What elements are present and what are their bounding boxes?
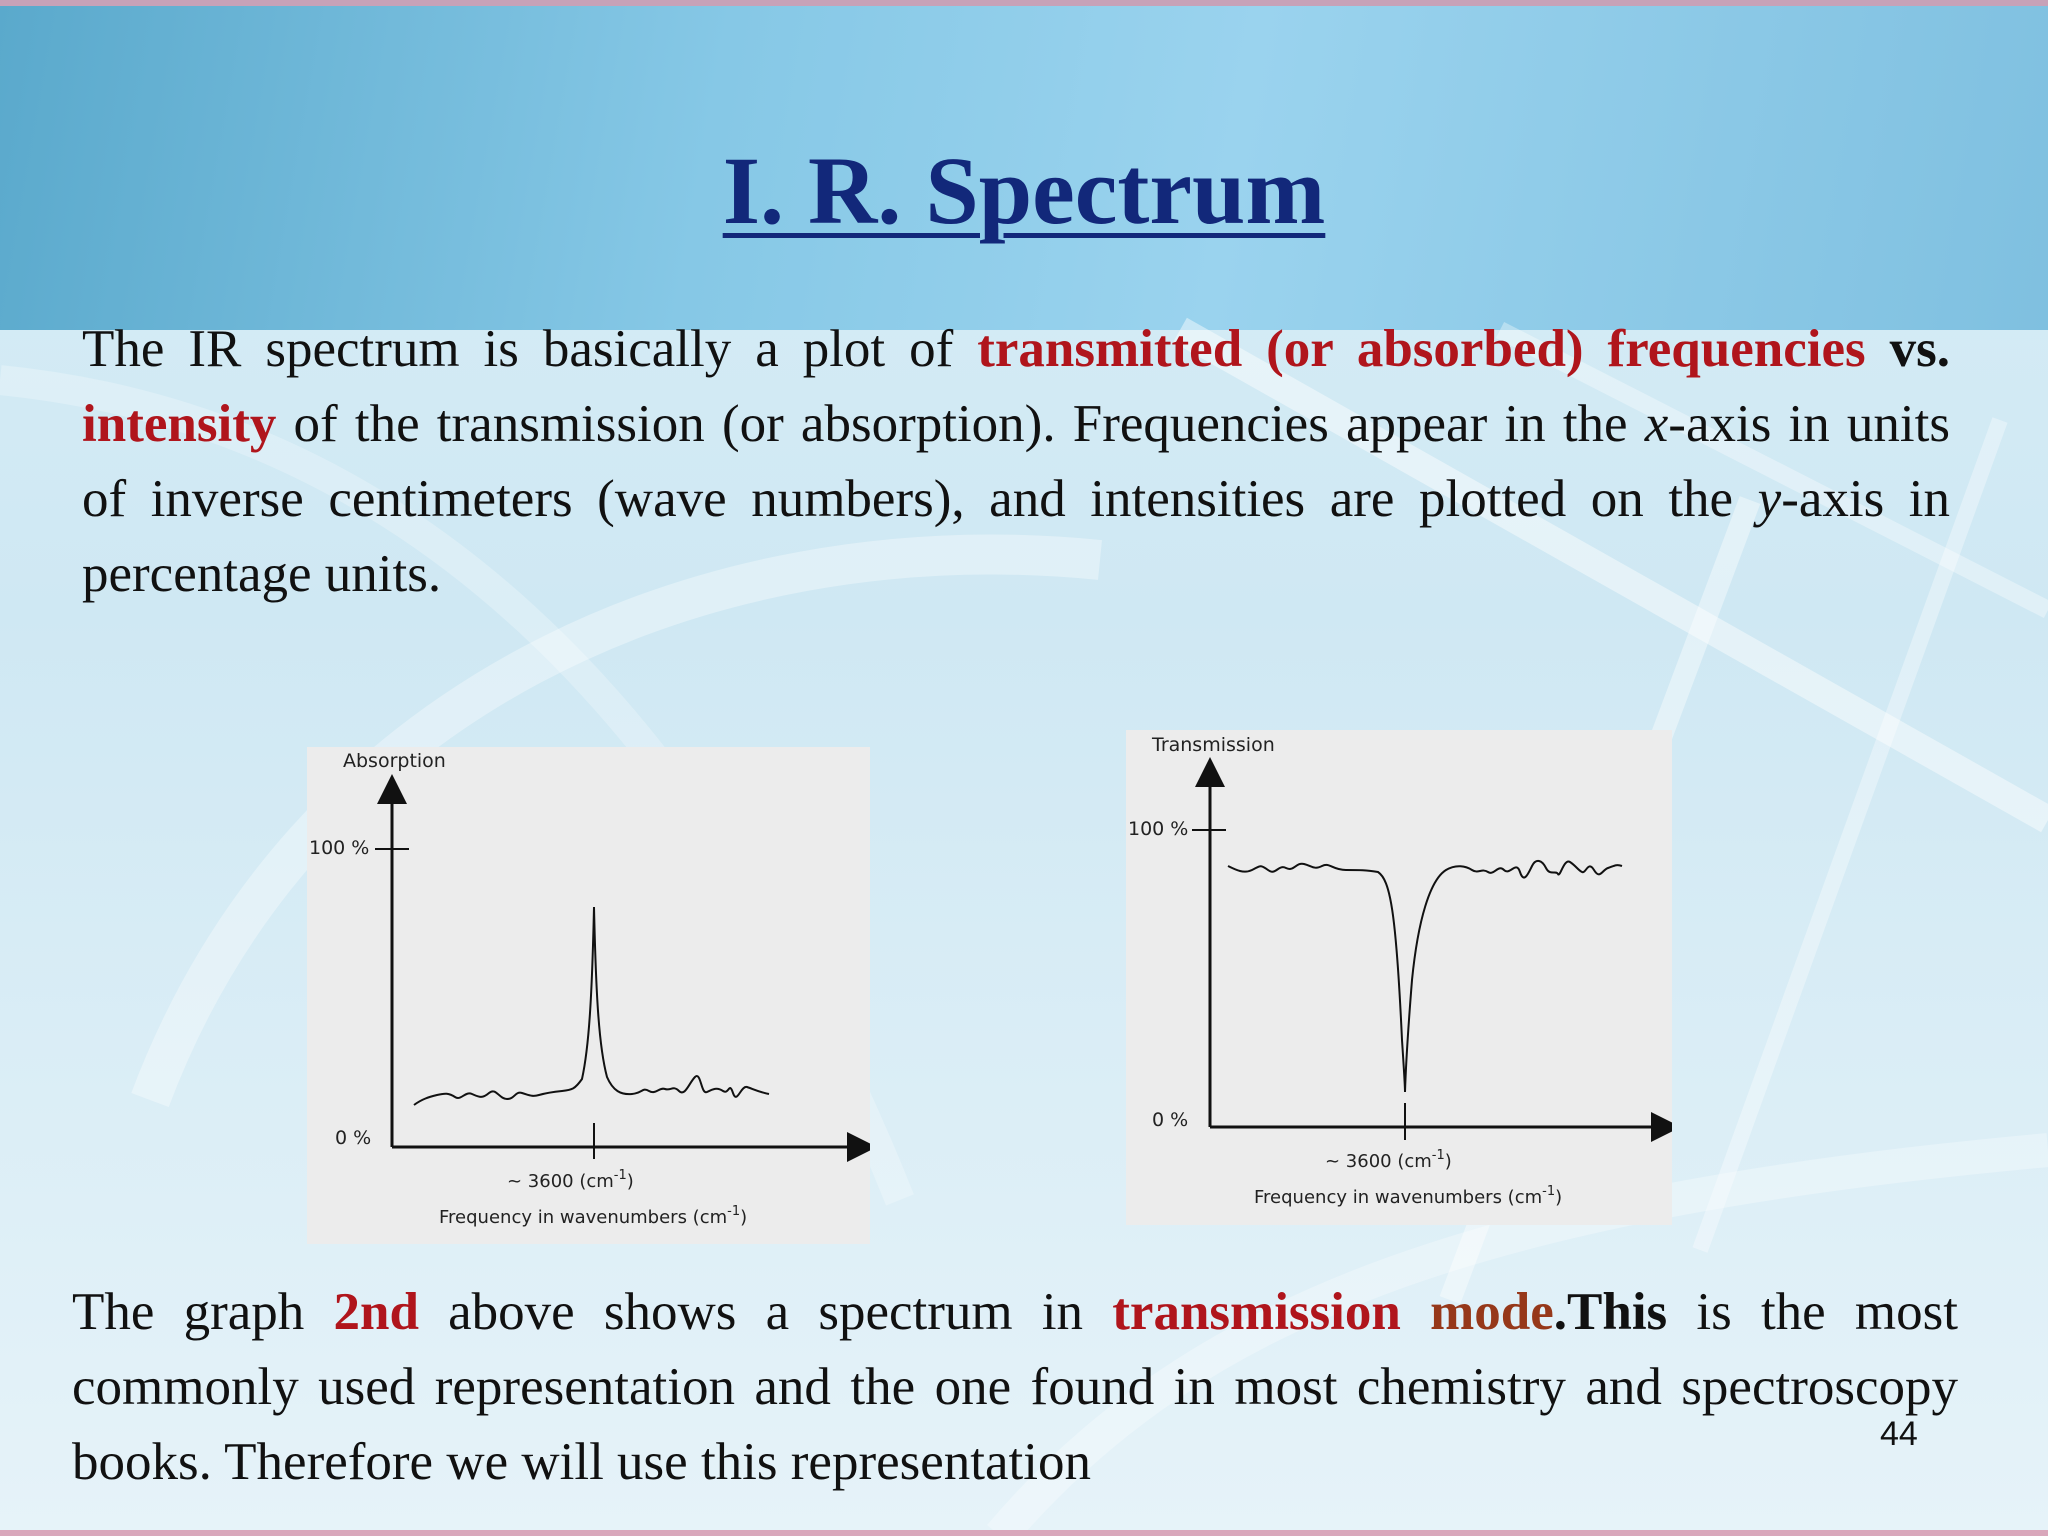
peak-label: ~ 3600 (cm-1) (507, 1168, 634, 1192)
absorption-spectrum-figure: Absorption 100 % 0 % ~ 3600 (cm-1) Frequ… (307, 747, 870, 1244)
top-border-line (0, 0, 2048, 6)
header-band (0, 0, 2048, 330)
page-number: 44 (1880, 1415, 1918, 1453)
x-axis-italic: x (1644, 395, 1669, 453)
tick-0-label: 0 % (335, 1127, 371, 1149)
conclusion-paragraph: The graph 2nd above shows a spectrum in … (72, 1283, 1958, 1491)
intro-paragraph: The IR spectrum is basically a plot of t… (82, 320, 1950, 603)
highlight-transmission: transmission (1112, 1283, 1431, 1341)
y-axis-italic: y (1757, 470, 1782, 528)
highlight-mode: mode (1430, 1283, 1554, 1341)
highlight-transmitted-frequencies: transmitted (or absorbed) frequencies (977, 320, 1866, 378)
x-axis-label: Frequency in wavenumbers (cm-1) (1254, 1184, 1562, 1208)
tick-0-label: 0 % (1152, 1109, 1188, 1131)
bottom-border-line (0, 1530, 2048, 1536)
x-axis-label: Frequency in wavenumbers (cm-1) (439, 1204, 747, 1228)
absorption-curve (413, 906, 770, 1106)
peak-label: ~ 3600 (cm-1) (1325, 1148, 1452, 1172)
text-span: The IR spectrum is basically a plot of (82, 320, 978, 378)
vs-text: vs. (1889, 320, 1950, 378)
highlight-intensity: intensity (82, 395, 277, 453)
absorption-axis-label: Absorption (343, 750, 446, 772)
transmission-axis-label: Transmission (1151, 734, 1275, 756)
tick-100-label: 100 % (309, 837, 369, 859)
this-bold: .This (1553, 1283, 1668, 1341)
tick-100-label: 100 % (1128, 818, 1188, 840)
transmission-spectrum-figure: Transmission 100 % 0 % ~ 3600 (cm-1) Fre… (1126, 730, 1672, 1225)
slide-title: I. R. Spectrum (722, 137, 1326, 244)
highlight-2nd: 2nd (333, 1283, 419, 1341)
transmission-curve (1227, 860, 1623, 1093)
